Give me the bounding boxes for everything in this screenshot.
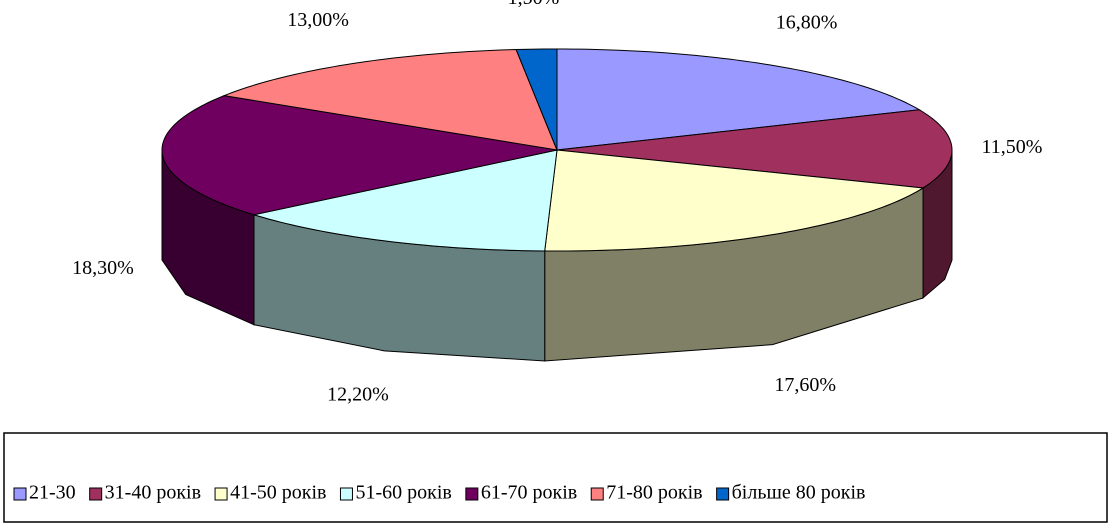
legend-label: 31-40 років	[105, 482, 201, 504]
data-label: 1,50%	[508, 0, 560, 9]
legend-swatch	[89, 487, 103, 501]
legend-swatch	[13, 487, 27, 501]
slice	[222, 49, 558, 151]
legend-swatch	[716, 487, 730, 501]
data-label: 11,50%	[982, 136, 1043, 158]
legend-label: 61-70 років	[481, 482, 577, 504]
slice	[161, 95, 558, 216]
slice	[253, 149, 558, 252]
data-label: 16,80%	[776, 11, 838, 33]
data-label: 13,00%	[287, 9, 349, 31]
slice	[556, 109, 953, 189]
data-label: 17,60%	[774, 374, 836, 396]
slice	[544, 149, 925, 252]
slice	[556, 48, 921, 151]
data-label: 12,20%	[327, 383, 389, 405]
legend-swatch	[339, 487, 353, 501]
legend-swatch	[214, 487, 228, 501]
data-label: 18,30%	[72, 257, 134, 279]
legend-swatch	[465, 487, 479, 501]
slice	[515, 48, 558, 151]
legend-label: 41-50 років	[230, 482, 326, 504]
legend-box	[3, 432, 1108, 523]
legend-label: 51-60 років	[355, 482, 451, 504]
legend-label: 71-80 років	[606, 482, 702, 504]
legend-label: більше 80 років	[732, 482, 866, 504]
legend-swatch	[590, 487, 604, 501]
legend-label: 21-30	[29, 482, 76, 504]
